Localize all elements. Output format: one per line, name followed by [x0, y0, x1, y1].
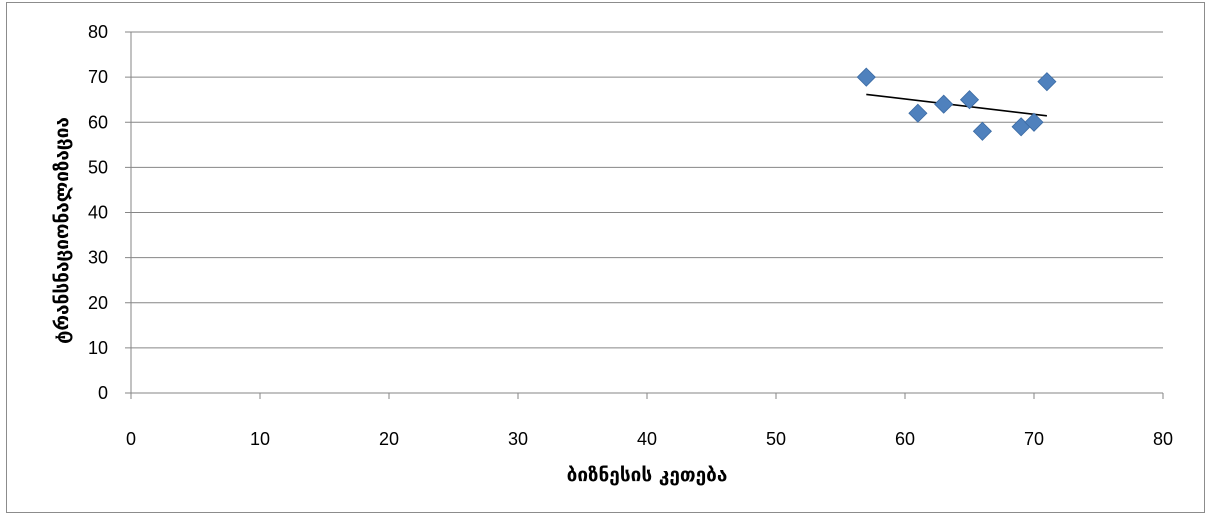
y-tick-label: 30	[88, 248, 108, 268]
y-tick-label: 50	[88, 157, 108, 177]
x-tick-label: 50	[766, 429, 786, 449]
x-tick-label: 60	[895, 429, 915, 449]
y-tick-label: 0	[98, 383, 108, 403]
x-tick-label: 20	[379, 429, 399, 449]
x-tick-label: 70	[1024, 429, 1044, 449]
grid-lines	[131, 31, 1163, 349]
data-point	[856, 67, 876, 87]
data-point	[959, 90, 980, 110]
x-axis-title: ბიზნესის კეთება	[567, 464, 728, 486]
x-tick-label: 0	[126, 429, 136, 449]
y-tick-label: 40	[88, 203, 108, 223]
data-point	[934, 94, 954, 114]
y-tick-label: 80	[88, 22, 108, 42]
y-tick-label: 10	[88, 338, 108, 358]
x-tick-label: 40	[637, 429, 657, 449]
data-point	[1024, 112, 1044, 132]
data-points	[856, 67, 1057, 141]
data-point	[908, 103, 928, 123]
x-tick-label: 30	[508, 429, 528, 449]
y-axis-title: ტრანსნაციონალიზაცია	[51, 117, 73, 344]
y-tick-label: 60	[88, 112, 108, 132]
x-tick-labels: 0 10 20 30 40 50 60 70 80	[126, 393, 1173, 449]
x-tick-label: 80	[1153, 429, 1173, 449]
data-point	[1037, 72, 1057, 92]
data-point	[972, 121, 992, 141]
y-tick-labels: 0 10 20 30 40 50 60 70 80	[88, 22, 131, 403]
x-tick-label: 10	[250, 429, 270, 449]
y-tick-label: 20	[88, 293, 108, 313]
y-tick-label: 70	[88, 67, 108, 87]
trendline	[866, 93, 1047, 117]
